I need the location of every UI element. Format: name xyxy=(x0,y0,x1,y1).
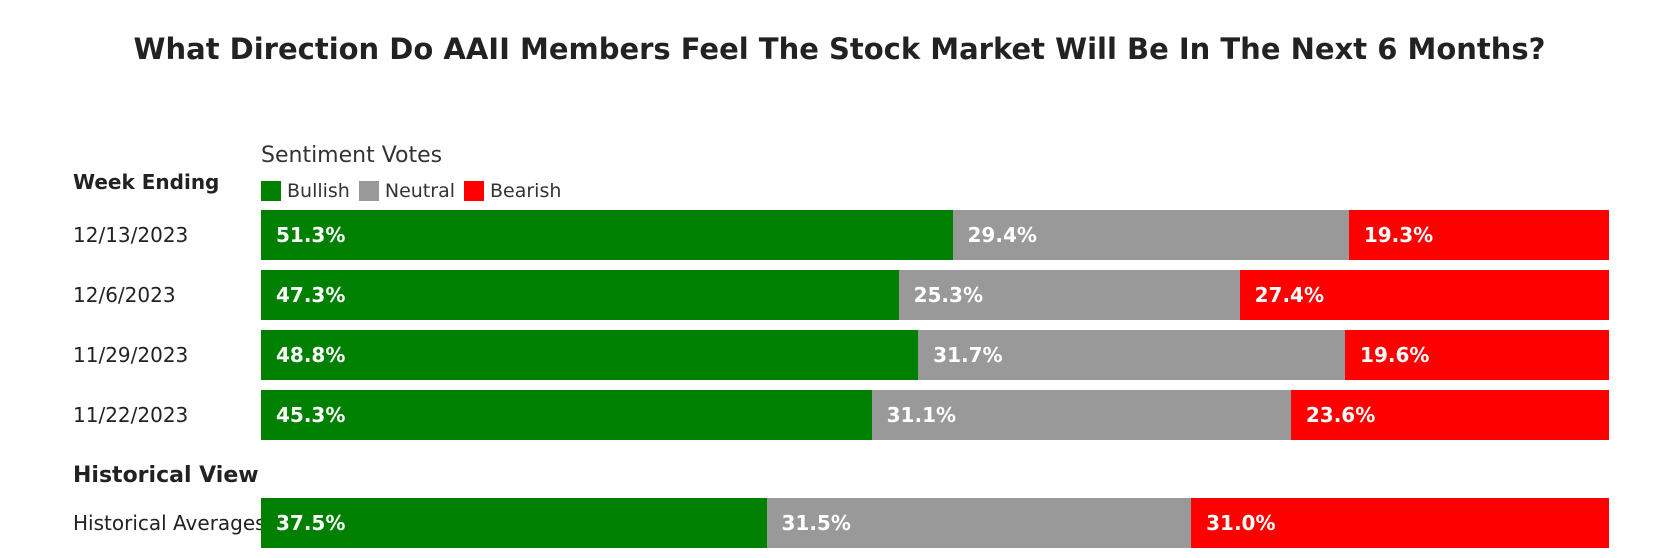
data-label-bullish: 47.3% xyxy=(276,283,346,307)
data-label-bullish: 48.8% xyxy=(276,343,346,367)
row-label: 11/22/2023 xyxy=(73,403,189,427)
bar-segment-bullish: 51.3% xyxy=(261,210,953,260)
data-label-neutral: 31.5% xyxy=(781,511,851,535)
bar-segment-neutral: 31.7% xyxy=(918,330,1346,380)
data-label-bullish: 51.3% xyxy=(276,223,346,247)
bar-segment-bearish: 19.6% xyxy=(1345,330,1609,380)
bar-segment-bullish: 37.5% xyxy=(261,498,767,548)
legend-swatch-bearish xyxy=(464,181,484,201)
legend-item-bullish: Bullish xyxy=(261,180,350,202)
row-label: Historical Averages xyxy=(73,511,266,535)
week-ending-header: Week Ending xyxy=(73,170,220,194)
bar-segment-bullish: 48.8% xyxy=(261,330,919,380)
chart-title: What Direction Do AAII Members Feel The … xyxy=(133,32,1546,66)
stacked-bar: 45.3% 31.1% 23.6% xyxy=(261,390,1609,440)
bar-segment-bearish: 27.4% xyxy=(1239,270,1609,320)
legend-label-bullish: Bullish xyxy=(287,180,350,202)
row-label: 11/29/2023 xyxy=(73,343,189,367)
bar-segment-neutral: 31.5% xyxy=(766,498,1192,548)
data-label-bearish: 19.3% xyxy=(1363,223,1434,247)
bar-segment-bearish: 31.0% xyxy=(1191,498,1609,548)
legend-swatch-neutral xyxy=(358,181,379,201)
stacked-bar: 51.3% 29.4% 19.3% xyxy=(261,210,1609,260)
bar-segment-neutral: 29.4% xyxy=(952,210,1349,260)
data-label-neutral: 31.1% xyxy=(886,403,957,427)
row-label: 12/13/2023 xyxy=(73,223,189,247)
legend-title: Sentiment Votes xyxy=(261,143,443,168)
data-label-bearish: 19.6% xyxy=(1360,343,1430,367)
legend-label-bearish: Bearish xyxy=(490,180,562,202)
data-label-bearish: 27.4% xyxy=(1254,283,1325,307)
stacked-bar: 48.8% 31.7% 19.6% xyxy=(261,330,1609,380)
bar-segment-bearish: 19.3% xyxy=(1348,210,1609,260)
legend-item-bearish: Bearish xyxy=(464,180,561,202)
legend-label-neutral: Neutral xyxy=(384,180,455,202)
stacked-bar: 47.3% 25.3% 27.4% xyxy=(261,270,1609,320)
legend-swatch-bullish xyxy=(261,181,281,201)
legend-item-neutral: Neutral xyxy=(358,180,455,202)
data-label-bullish: 45.3% xyxy=(276,403,346,427)
data-label-neutral: 29.4% xyxy=(967,223,1037,247)
data-label-bearish: 31.0% xyxy=(1206,511,1276,535)
bar-segment-neutral: 31.1% xyxy=(871,390,1291,440)
data-label-bearish: 23.6% xyxy=(1305,403,1376,427)
bar-segment-bullish: 45.3% xyxy=(261,390,872,440)
data-label-bullish: 37.5% xyxy=(276,511,346,535)
data-label-neutral: 25.3% xyxy=(913,283,983,307)
data-label-neutral: 31.7% xyxy=(933,343,1003,367)
row-label: 12/6/2023 xyxy=(73,283,176,307)
stacked-bar: 37.5% 31.5% 31.0% xyxy=(261,498,1609,548)
bar-segment-bullish: 47.3% xyxy=(261,270,899,320)
bar-segment-neutral: 25.3% xyxy=(898,270,1240,320)
bar-segment-bearish: 23.6% xyxy=(1290,390,1609,440)
legend: Bullish Neutral Bearish xyxy=(261,180,570,202)
historical-view-header: Historical View xyxy=(73,463,259,488)
